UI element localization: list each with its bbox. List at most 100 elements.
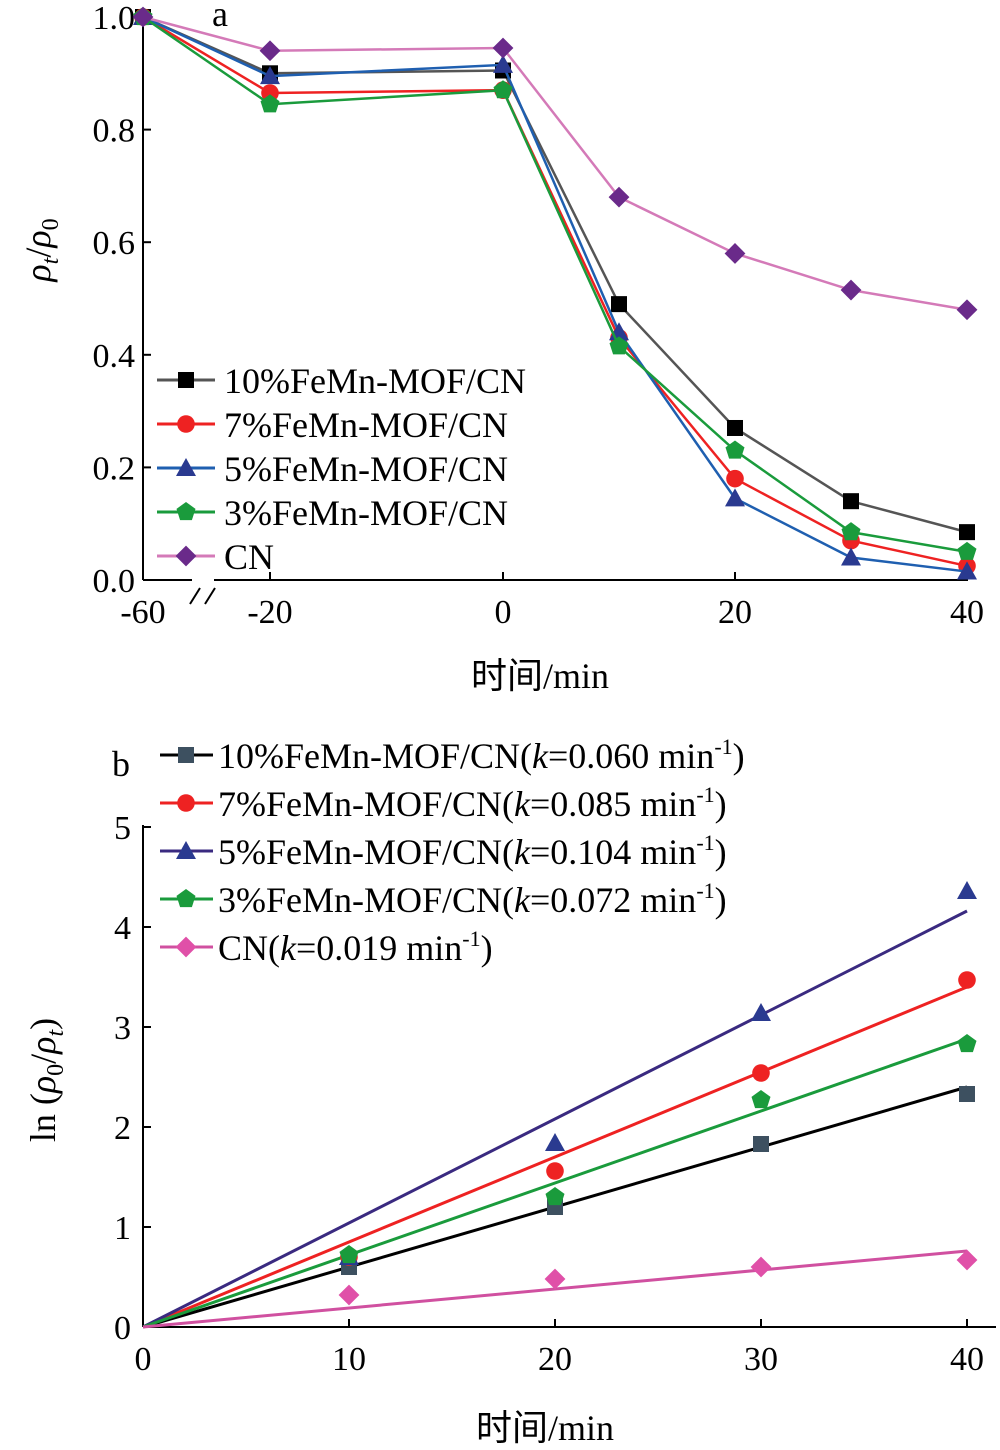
chart-a-legend: 10%FeMn-MOF/CN7%FeMn-MOF/CN5%FeMn-MOF/CN… bbox=[157, 361, 526, 577]
chart-b-legend-label: 7%FeMn-MOF/CN(k=0.085 min-1) bbox=[218, 782, 727, 824]
chart-b-point bbox=[753, 1136, 769, 1152]
chart-b-legend-marker bbox=[176, 889, 196, 908]
chart-b-point bbox=[338, 1284, 360, 1306]
chart-b-x-tick-label: 20 bbox=[538, 1341, 572, 1378]
chart-b-point bbox=[958, 971, 976, 989]
chart-a-legend-marker bbox=[176, 502, 196, 521]
chart-b-x-tick-label: 30 bbox=[744, 1341, 778, 1378]
chart-a-point bbox=[260, 94, 280, 113]
chart-b-point bbox=[751, 1003, 771, 1021]
chart-b-xlabel: 时间/min bbox=[476, 1408, 614, 1448]
chart-a-y-tick-label: 0.6 bbox=[93, 225, 136, 262]
chart-a-point bbox=[132, 6, 154, 28]
chart-b-fit-line-2 bbox=[142, 909, 968, 1329]
chart-a-legend-marker bbox=[175, 545, 197, 567]
chart-a-legend-label: CN bbox=[224, 537, 274, 577]
chart-a-x-tick-label: 0 bbox=[495, 594, 512, 631]
chart-b-point bbox=[956, 1249, 978, 1271]
chart-b-ylabel-rho1: ρ bbox=[23, 1076, 63, 1094]
chart-b-point bbox=[544, 1268, 566, 1290]
chart-b-x-tick-label: 0 bbox=[135, 1341, 152, 1378]
chart-b-point bbox=[750, 1256, 772, 1278]
chart-a: a 0.0 0.2 0.4 0.6 0.8 1.0 -60 -20 0 20 40 10%FeMn-… bbox=[18, 0, 984, 696]
chart-b-legend-marker bbox=[176, 841, 196, 859]
chart-a-xlabel: 时间/min bbox=[471, 656, 609, 696]
chart-a-y-tick-label: 1.0 bbox=[93, 0, 136, 37]
chart-a-point bbox=[724, 243, 746, 264]
chart-a-axis-break-mark bbox=[189, 587, 201, 605]
chart-b-point bbox=[959, 1086, 975, 1102]
chart-b-fit-line-1 bbox=[142, 985, 968, 1329]
chart-b: b 0 1 2 3 4 5 0 10 20 30 40 10%FeMn-MOF/CN(k=0.060… bbox=[23, 734, 996, 1448]
chart-b-ylabel-rho2: ρ bbox=[23, 1037, 63, 1055]
chart-b-y-tick-label: 0 bbox=[114, 1310, 131, 1347]
panel-label-b: b bbox=[112, 744, 130, 784]
chart-a-legend-label: 5%FeMn-MOF/CN bbox=[224, 449, 508, 489]
chart-a-legend-label: 3%FeMn-MOF/CN bbox=[224, 493, 508, 533]
chart-b-fit-line-3 bbox=[142, 1037, 968, 1329]
chart-a-point bbox=[608, 186, 630, 208]
chart-a-axis-break-mark bbox=[204, 587, 216, 605]
chart-a-point bbox=[841, 522, 861, 541]
chart-a-point bbox=[959, 524, 975, 541]
chart-a-ylabel-slash: / bbox=[18, 248, 58, 258]
chart-a-y-tick-label: 0.0 bbox=[93, 563, 136, 600]
chart-b-y-tick-label: 4 bbox=[114, 910, 131, 947]
chart-b-point bbox=[339, 1245, 359, 1264]
chart-a-point bbox=[841, 547, 861, 566]
chart-b-ylabel-sub1: 0 bbox=[43, 1064, 69, 1076]
chart-b-ylabel-suffix: ) bbox=[23, 1018, 63, 1030]
chart-a-series-line-4 bbox=[142, 15, 968, 311]
chart-a-axes: 0.0 0.2 0.4 0.6 0.8 1.0 -60 -20 0 20 40 bbox=[93, 0, 985, 631]
chart-b-point bbox=[957, 1034, 977, 1053]
chart-b-ylabel-prefix: ln ( bbox=[23, 1093, 63, 1142]
chart-b-ylabel-sub2: t bbox=[43, 1029, 69, 1037]
panel-label-a: a bbox=[212, 0, 228, 34]
chart-b-ylabel: ln (ρ0/ρt) bbox=[23, 1018, 69, 1142]
chart-b-y-tick-label: 3 bbox=[114, 1010, 131, 1047]
chart-a-ylabel-sub1: t bbox=[38, 256, 64, 264]
chart-a-y-tick-label: 0.2 bbox=[93, 450, 136, 487]
chart-a-legend-marker bbox=[176, 458, 196, 476]
chart-a-legend-label: 7%FeMn-MOF/CN bbox=[224, 405, 508, 445]
chart-a-point bbox=[725, 440, 745, 459]
chart-a-point bbox=[493, 54, 513, 73]
chart-a-point bbox=[840, 279, 862, 301]
chart-a-point bbox=[492, 37, 514, 59]
chart-b-point bbox=[546, 1162, 564, 1180]
chart-b-point bbox=[545, 1133, 565, 1151]
chart-a-point bbox=[727, 419, 743, 436]
chart-b-legend-marker bbox=[178, 747, 194, 763]
chart-a-x-tick-label: 20 bbox=[718, 594, 752, 631]
chart-b-point bbox=[751, 1090, 771, 1109]
chart-a-ylabel-rho2: ρ bbox=[18, 230, 58, 248]
chart-b-legend-label: 3%FeMn-MOF/CN(k=0.072 min-1) bbox=[218, 878, 727, 920]
chart-b-legend-marker bbox=[177, 794, 195, 812]
chart-a-point bbox=[957, 541, 977, 560]
chart-b-axes: 0 1 2 3 4 5 0 10 20 30 40 bbox=[114, 810, 996, 1378]
chart-b-legend: 10%FeMn-MOF/CN(k=0.060 min-1) 7%FeMn-MOF/… bbox=[160, 734, 745, 968]
chart-a-legend-label: 10%FeMn-MOF/CN bbox=[224, 361, 526, 401]
chart-b-point bbox=[545, 1187, 565, 1206]
chart-a-x-tick-label: -60 bbox=[120, 594, 165, 631]
chart-a-point bbox=[259, 40, 281, 62]
chart-a-x-tick-label: -20 bbox=[247, 594, 292, 631]
chart-b-legend-label: 5%FeMn-MOF/CN(k=0.104 min-1) bbox=[218, 830, 727, 872]
chart-a-y-tick-label: 0.4 bbox=[93, 338, 136, 375]
chart-a-series bbox=[132, 6, 978, 580]
chart-a-point bbox=[261, 84, 279, 102]
chart-a-point bbox=[956, 299, 978, 321]
chart-a-point bbox=[725, 488, 745, 507]
chart-b-x-tick-label: 10 bbox=[332, 1341, 366, 1378]
chart-b-y-tick-label: 5 bbox=[114, 810, 131, 847]
chart-b-point bbox=[957, 881, 977, 899]
chart-b-series bbox=[142, 881, 978, 1329]
chart-a-x-tick-label: 40 bbox=[950, 594, 984, 631]
chart-a-point bbox=[726, 469, 744, 488]
chart-b-legend-label: 10%FeMn-MOF/CN(k=0.060 min-1) bbox=[218, 734, 745, 776]
chart-b-y-tick-label: 1 bbox=[114, 1210, 131, 1247]
chart-a-ylabel-sub2: 0 bbox=[38, 218, 64, 230]
chart-a-point bbox=[609, 336, 629, 355]
chart-a-point bbox=[957, 561, 977, 580]
